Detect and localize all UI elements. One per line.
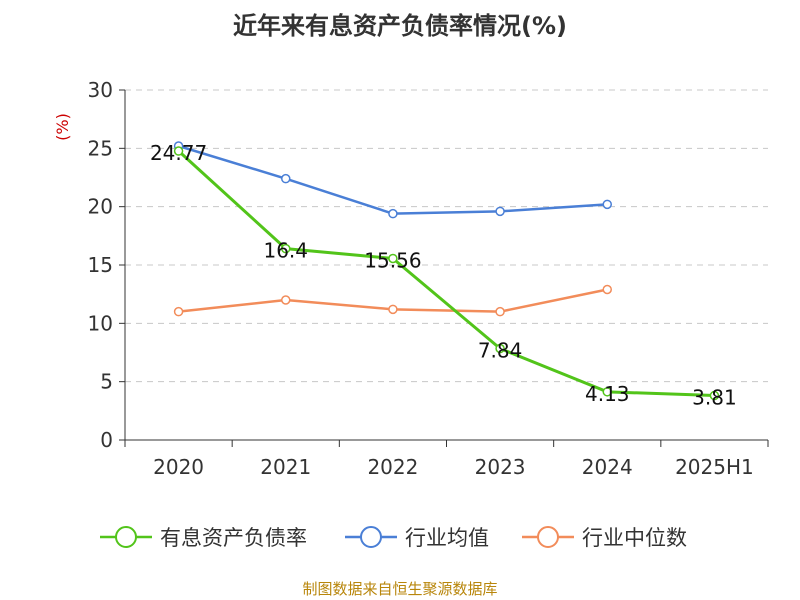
legend-marker <box>115 526 137 548</box>
data-point <box>709 390 720 401</box>
data-point <box>281 173 291 184</box>
series-lines <box>173 141 720 401</box>
legend-marker <box>537 526 559 548</box>
x-tick-label: 2025H1 <box>675 455 754 479</box>
series-line <box>178 144 608 215</box>
x-tick-label: 2022 <box>367 455 418 479</box>
legend: 有息资产负债率 行业均值 行业中位数 <box>100 526 687 550</box>
x-tick-label: 2021 <box>260 455 311 479</box>
y-tick-label: 5 <box>100 370 113 394</box>
data-point <box>495 206 505 217</box>
y-tick-label: 15 <box>88 253 113 277</box>
data-point <box>281 243 291 254</box>
legend-label: 有息资产负债率 <box>160 526 307 550</box>
data-point <box>602 284 612 295</box>
x-tick-label: 2020 <box>153 455 204 479</box>
data-point <box>173 146 184 156</box>
chart-title: 近年来有息资产负债率情况(%) <box>233 12 567 40</box>
data-label: 24.77 <box>150 141 207 165</box>
grid-lines <box>125 89 768 383</box>
data-labels: 24.77 16.4 15.56 7.84 4.13 3.81 <box>150 141 737 410</box>
y-tick-label: 0 <box>100 428 113 452</box>
y-tick-label: 10 <box>88 311 113 335</box>
data-point <box>173 306 184 317</box>
x-tick-label: 2023 <box>475 455 526 479</box>
data-point <box>281 295 291 305</box>
y-tick-label: 25 <box>88 136 113 160</box>
y-tick-label: 20 <box>88 195 113 219</box>
data-point <box>602 199 612 210</box>
data-point <box>388 253 398 264</box>
legend-label: 行业中位数 <box>582 526 687 550</box>
x-tick-label: 2024 <box>582 455 633 479</box>
data-label: 4.13 <box>585 382 630 406</box>
series-line <box>177 149 715 398</box>
data-point <box>388 304 398 315</box>
data-label: 3.81 <box>692 386 737 410</box>
axes: 0 5 10 15 20 25 30 (%) 2020 2021 2022 2023 2024 2025H… <box>53 78 769 479</box>
data-point <box>495 306 505 317</box>
legend-marker <box>360 526 382 548</box>
data-label: 7.84 <box>478 339 523 363</box>
legend-label: 行业均值 <box>405 526 489 550</box>
source-note: 制图数据来自恒生聚源数据库 <box>302 580 498 598</box>
data-point <box>602 387 612 397</box>
data-label: 15.56 <box>364 248 421 272</box>
data-point <box>388 208 398 219</box>
y-tick-label: 30 <box>88 78 113 102</box>
y-axis-title: (%) <box>53 113 72 141</box>
data-label: 16.4 <box>263 239 308 263</box>
data-point <box>495 343 505 354</box>
